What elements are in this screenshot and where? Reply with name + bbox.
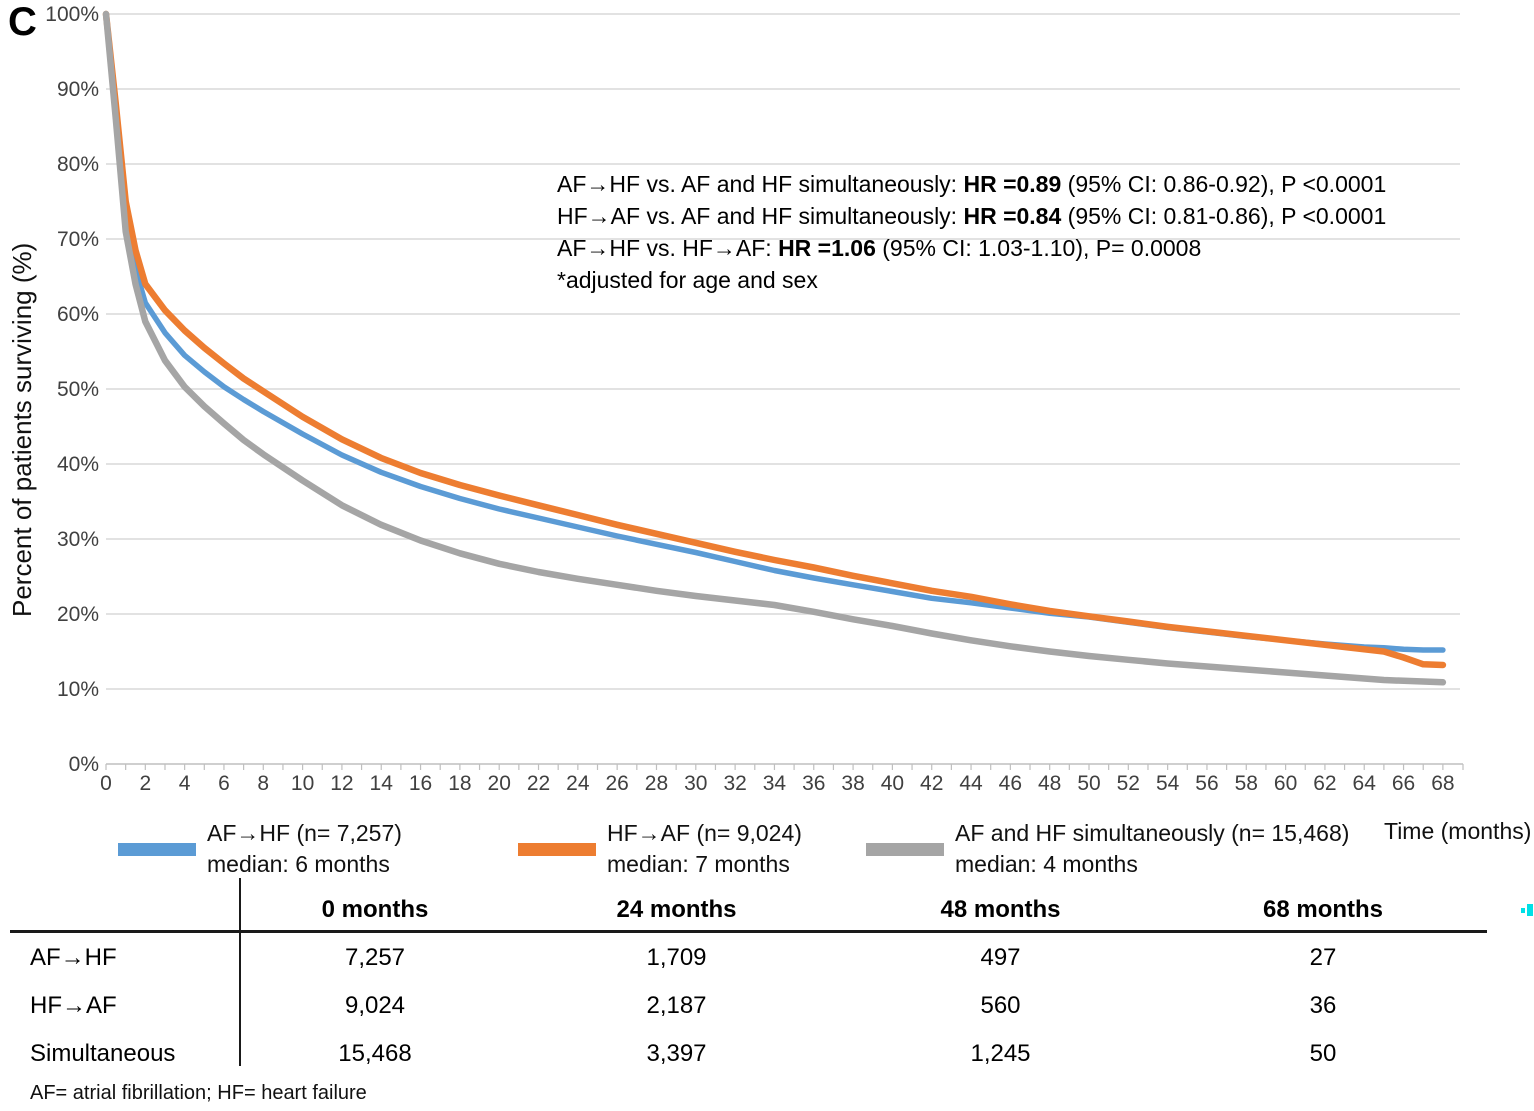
- y-tick-label: 80%: [57, 153, 99, 176]
- x-tick-label: 52: [1117, 772, 1140, 795]
- legend-median: median: 6 months: [207, 851, 390, 877]
- table-cell: 1,245: [970, 1040, 1031, 1067]
- survival-curve-af-hf: [103, 11, 1446, 653]
- y-tick-label: 10%: [57, 678, 99, 701]
- table-header: 48 months: [940, 896, 1061, 923]
- x-tick-label: 42: [920, 772, 943, 795]
- x-tick-label: 44: [959, 772, 983, 795]
- x-tick-label: 68: [1431, 772, 1454, 795]
- x-tick-label: 18: [448, 772, 471, 795]
- x-tick-label: 14: [370, 772, 394, 795]
- table-cell: 7,257: [344, 944, 406, 971]
- table-cell: 27: [1309, 944, 1337, 971]
- x-tick-label: 8: [257, 772, 269, 795]
- survival-curve-simultaneous: [102, 10, 1447, 686]
- y-tick-label: 70%: [57, 228, 99, 251]
- x-tick-label: 54: [1156, 772, 1180, 795]
- legend-item-simultaneous: AF and HF simultaneously (n= 15,468) med…: [866, 818, 1349, 880]
- x-tick-label: 30: [684, 772, 707, 795]
- legend-label: AF→HF (n= 7,257): [207, 820, 402, 846]
- table-cell: 1,709: [646, 944, 707, 971]
- x-tick-label: 20: [488, 772, 511, 795]
- x-tick-label: 40: [881, 772, 904, 795]
- numbers-at-risk-table: 0 months 24 months 48 months 68 months A…: [0, 886, 1490, 1078]
- legend-swatch-hf-af: [518, 842, 596, 856]
- x-tick-label: 0: [100, 772, 112, 795]
- table-header: 0 months: [321, 896, 429, 923]
- x-tick-label: 16: [409, 772, 432, 795]
- legend-swatch-af-hf: [118, 842, 196, 856]
- x-tick-label: 2: [139, 772, 151, 795]
- table-header: 68 months: [1262, 896, 1384, 923]
- annotation-line: AF→HF vs. HF→AF: HR =1.06 (95% CI: 1.03-…: [557, 235, 1202, 261]
- table-row-label: AF→HF: [30, 944, 117, 971]
- y-tick-label: 50%: [57, 378, 99, 401]
- x-tick-label: 56: [1195, 772, 1218, 795]
- table-header-rule: [10, 930, 1487, 933]
- table-cell: 3,397: [646, 1040, 707, 1067]
- x-tick-label: 22: [527, 772, 550, 795]
- legend-item-hf-af: HF→AF (n= 9,024) median: 7 months: [518, 818, 802, 880]
- x-tick-label: 38: [841, 772, 864, 795]
- x-tick-label: 62: [1313, 772, 1336, 795]
- y-tick-label: 100%: [45, 3, 99, 26]
- x-tick-label: 46: [999, 772, 1022, 795]
- annotation-line: HF→AF vs. AF and HF simultaneously: HR =…: [557, 203, 1387, 229]
- y-tick-label: 20%: [57, 603, 99, 626]
- table-divider-line: [239, 878, 241, 1066]
- x-tick-label: 48: [1038, 772, 1061, 795]
- x-tick-label: 6: [218, 772, 230, 795]
- legend-item-af-hf: AF→HF (n= 7,257) median: 6 months: [118, 818, 402, 880]
- table-row-label: HF→AF: [30, 992, 117, 1019]
- x-tick-label: 36: [802, 772, 825, 795]
- legend-median: median: 4 months: [955, 851, 1138, 877]
- x-tick-label: 64: [1353, 772, 1377, 795]
- legend-median: median: 7 months: [607, 851, 790, 877]
- x-tick-label: 60: [1274, 772, 1297, 795]
- x-tick-label: 32: [723, 772, 746, 795]
- x-tick-label: 12: [330, 772, 353, 795]
- edge-artifact: [1521, 904, 1533, 919]
- legend-label: HF→AF (n= 9,024): [607, 820, 802, 846]
- legend-label: AF and HF simultaneously (n= 15,468): [955, 820, 1350, 846]
- table-cell: 50: [1309, 1040, 1337, 1067]
- x-tick-label: 4: [179, 772, 191, 795]
- table-cell: 9,024: [344, 992, 406, 1019]
- x-tick-label: 26: [605, 772, 628, 795]
- survival-curve-hf-af: [102, 10, 1447, 669]
- abbreviations-footnote: AF= atrial fibrillation; HF= heart failu…: [30, 1082, 367, 1104]
- y-tick-label: 60%: [57, 303, 99, 326]
- panel-label: C: [8, 0, 38, 44]
- annotation-footnote-line: *adjusted for age and sex: [557, 267, 818, 293]
- x-tick-label: 58: [1235, 772, 1258, 795]
- y-tick-label: 0%: [69, 753, 99, 776]
- x-axis-title: Time (months): [1384, 818, 1532, 844]
- table-row-label: Simultaneous: [30, 1040, 176, 1067]
- x-tick-label: 66: [1392, 772, 1415, 795]
- table-cell: 36: [1309, 992, 1337, 1019]
- x-tick-label: 50: [1077, 772, 1100, 795]
- y-tick-label: 90%: [57, 78, 99, 101]
- x-tick-label: 24: [566, 772, 590, 795]
- hazard-ratio-annotation: AF→HF vs. AF and HF simultaneously: HR =…: [557, 168, 1386, 296]
- table-cell: 2,187: [646, 992, 707, 1019]
- table-cell: 15,468: [338, 1040, 412, 1067]
- x-tick-label: 34: [763, 772, 787, 795]
- x-tick-label: 10: [291, 772, 314, 795]
- y-tick-label: 30%: [57, 528, 99, 551]
- table-cell: 560: [980, 992, 1021, 1019]
- table-cell: 497: [980, 944, 1021, 971]
- table-corner-cell: [0, 886, 240, 930]
- annotation-line: AF→HF vs. AF and HF simultaneously: HR =…: [557, 171, 1387, 197]
- y-tick-label: 40%: [57, 453, 99, 476]
- x-tick-label: 28: [645, 772, 668, 795]
- table-header: 24 months: [616, 896, 737, 923]
- legend-swatch-simultaneous: [866, 842, 944, 856]
